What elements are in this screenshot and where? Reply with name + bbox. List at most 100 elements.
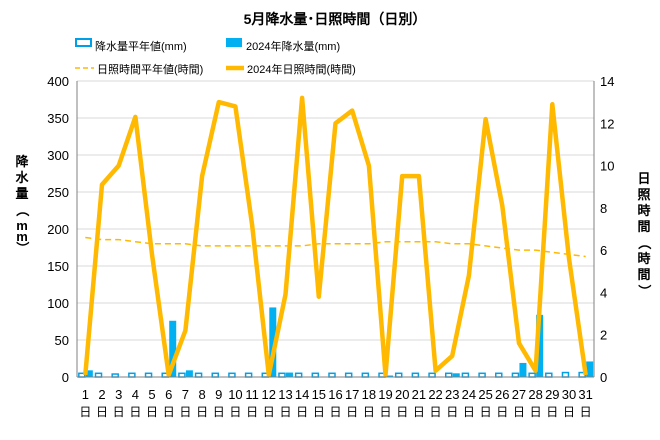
right-tick-label: 10 [600,159,614,174]
avg-precip-bar [144,372,153,378]
right-axis-label-char: ） [637,284,652,297]
x-tick-label: 9 [215,387,222,402]
precip-bars [85,307,594,377]
legend-label: 日照時間平年値(時間) [97,62,203,76]
x-tick-label: 30 [562,387,576,402]
avg-precip-bar [461,372,470,378]
x-tick-suffix: 日 [196,405,208,419]
x-tick-label: 3 [115,387,122,402]
left-tick-label: 350 [47,111,69,126]
right-axis-label-char: 照 [637,187,650,202]
sunshine-line [83,95,588,378]
left-tick-label: 150 [47,259,69,274]
avg-precip-bar [478,372,486,378]
avg-precip-bar [244,372,253,378]
x-tick-label: 27 [512,387,526,402]
x-tick-label: 24 [462,387,476,402]
x-tick-suffix: 日 [163,405,175,419]
avg-precip-bar [344,372,353,378]
x-tick-suffix: 日 [396,405,408,419]
x-tick-label: 5 [148,387,155,402]
avg-precip-bar [194,372,203,378]
x-tick-suffix: 日 [229,405,241,419]
x-tick-label: 8 [198,387,205,402]
avg-precip-bar [328,372,336,378]
x-tick-suffix: 日 [313,405,325,419]
left-axis-label-char: （ [15,203,30,216]
x-tick-suffix: 日 [246,405,258,419]
avg-precip-bar [428,372,436,378]
x-tick-label: 20 [395,387,409,402]
x-tick-label: 4 [132,387,139,402]
right-axis-label: 日照時間（時間） [637,171,652,298]
x-tick-label: 6 [165,387,172,402]
x-tick-suffix: 日 [179,405,191,419]
legend-label: 2024年日照時間(時間) [247,62,356,76]
right-tick-label: 4 [600,285,607,300]
right-tick-label: 14 [600,74,614,89]
x-tick-label: 28 [528,387,542,402]
x-tick-label: 11 [245,387,259,402]
legend-label: 降水量平年値(mm) [95,39,187,53]
avg-precip-bar [511,372,520,378]
legend-swatch [75,38,92,47]
right-axis-label-char: 時 [637,203,650,218]
x-tick-label: 23 [445,387,459,402]
x-tick-suffix: 日 [446,405,458,419]
x-tick-suffix: 日 [213,405,225,419]
left-tick-label: 50 [55,333,69,348]
x-tick-suffix: 日 [463,405,475,419]
right-tick-label: 12 [600,116,614,131]
axes [76,81,595,378]
avg-sunshine-line [85,236,586,258]
left-axis-label: 降水量（mm） [15,154,30,255]
x-tick-suffix: 日 [113,405,125,419]
precip-bar [85,370,93,377]
x-tick-label: 15 [312,387,326,402]
x-tick-label: 7 [182,387,189,402]
right-tick-label: 6 [600,243,607,258]
precip-bar [169,320,177,377]
x-tick-suffix: 日 [329,405,341,419]
avg-precip-bar [545,372,553,378]
x-tick-label: 25 [478,387,492,402]
avg-precip-bar [211,372,220,378]
x-tick-suffix: 日 [279,405,291,419]
avg-precip-bar [495,372,503,378]
right-axis-label-char: 時 [637,251,650,266]
x-tick-suffix: 日 [296,405,308,419]
left-axis-ticks: 0 50 100 150 200 250 300 350 400 [47,74,69,385]
x-tick-suffix: 日 [496,405,508,419]
x-tick-label: 21 [412,387,426,402]
right-axis-label-char: 間 [637,267,650,282]
precip-bar [269,307,277,377]
left-axis-label-char: 水 [15,170,29,185]
x-tick-label: 26 [495,387,509,402]
x-tick-label: 22 [428,387,442,402]
left-axis-label-char: m [16,218,28,233]
x-tick-suffix: 日 [480,405,492,419]
left-tick-label: 100 [47,296,69,311]
x-tick-suffix: 日 [430,405,442,419]
x-tick-label: 10 [228,387,242,402]
precip-bar [536,314,544,377]
legend: 降水量平年値(mm) 2024年降水量(mm) 日照時間平年値(時間) 2024年日照… [75,38,356,76]
precip-bar [519,362,527,377]
legend-label: 2024年降水量(mm) [246,39,340,53]
x-axis-ticks: 1日2日3日4日5日6日7日8日9日10日11日12日13日14日15日16日1… [79,387,593,419]
left-tick-label: 400 [47,74,69,89]
right-axis-label-char: 間 [637,219,650,234]
gridlines [77,80,594,341]
avg-precip-bar [278,372,286,378]
left-tick-label: 300 [47,148,69,163]
right-tick-label: 8 [600,201,607,216]
left-tick-label: 200 [47,222,69,237]
avg-precip-bar [411,372,420,378]
precip-bar [185,370,193,377]
avg-precip-bar [561,371,570,378]
x-tick-label: 31 [578,387,592,402]
precip-bar [386,375,394,377]
x-tick-label: 17 [345,387,359,402]
avg-precip-bar [94,372,103,378]
